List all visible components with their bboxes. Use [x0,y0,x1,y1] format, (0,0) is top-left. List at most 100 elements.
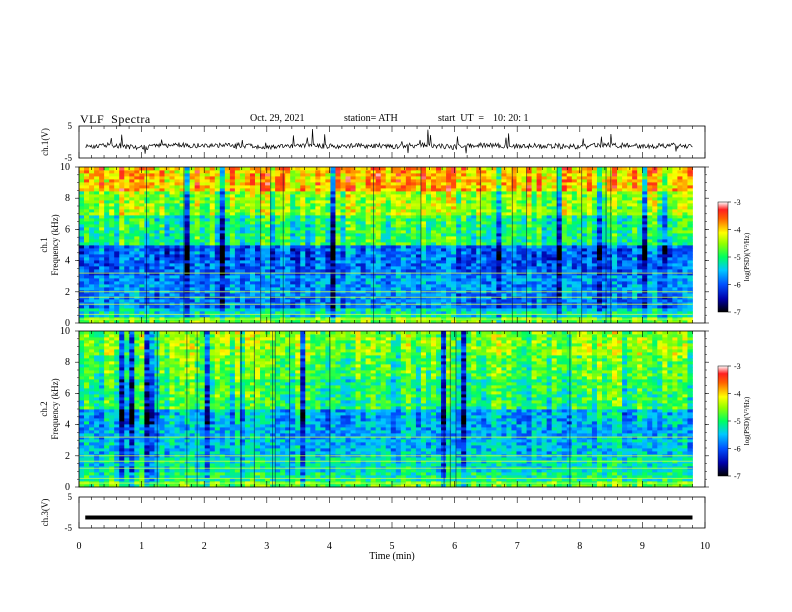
spectrogram-cell [511,218,517,222]
spectrogram-cell [531,278,537,282]
spectrogram-cell [461,308,467,312]
spectrogram-cell [79,272,85,276]
spectrogram-cell [179,215,185,219]
spectrogram-cell [541,272,548,276]
spectrogram-cell [104,209,110,213]
spectrogram-cell [375,278,382,282]
spectrogram-cell [526,275,532,279]
spectrogram-cell [325,281,331,285]
spectrogram-cell [94,269,100,273]
spectrogram-cell [124,248,130,252]
spectrogram-cell [581,299,588,303]
spectrogram-cell [99,251,105,255]
spectrogram-cell [214,311,221,315]
spectrogram-cell [375,251,382,255]
spectrogram-cell [526,230,532,234]
spectrogram-cell [677,257,683,261]
spectrogram-cell [441,215,447,219]
spectrogram-cell [89,287,95,291]
spectrogram-cell [149,308,155,312]
spectrogram-cell [84,272,90,276]
spectrogram-cell [511,302,517,306]
spectrogram-cell [541,251,548,255]
spectrogram-cell [244,281,251,285]
spectrogram-cell [425,218,432,222]
spectrogram-cell [355,227,361,231]
spectrogram-cell [596,293,603,297]
spectrogram-cell [184,272,191,276]
spectrogram-cell [642,203,648,207]
spectrogram-cell [345,275,351,279]
spectrogram-cell [551,266,558,270]
spectrogram-cell [581,203,588,207]
spectrogram-cell [491,203,497,207]
spectrogram-cell [410,281,417,285]
spectrogram-cell [385,245,392,249]
spectrogram-cell [255,251,261,255]
spectrogram-cell [536,248,543,252]
spectrogram-cell [275,314,281,318]
spectrogram-cell [209,200,216,204]
spectrogram-cell [169,269,175,273]
spectrogram-cell [149,233,155,237]
spectrogram-cell [265,254,271,258]
spectrogram-cell [209,272,216,276]
spectrogram-cell [119,284,125,288]
spectrogram-cell [576,299,583,303]
spectrogram-cell [350,293,356,297]
spectrogram-cell [657,233,663,237]
spectrogram-cell [139,257,145,261]
spectrogram-cell [471,305,477,309]
spectrogram-cell [144,278,150,282]
spectrogram-cell [601,236,608,240]
spectrogram-cell [612,248,618,252]
spectrogram-cell [451,212,457,216]
spectrogram-cell [104,269,110,273]
spectrogram-cell [114,263,120,267]
spectrogram-cell [194,263,201,267]
spectrogram-cell [360,218,367,222]
spectrogram-cell [255,248,261,252]
spectrogram-cell [410,218,417,222]
spectrogram-cell [249,218,256,222]
spectrogram-cell [360,305,367,309]
spectrogram-cell [275,233,281,237]
spectrogram-cell [536,266,543,270]
spectrogram-cell [566,254,573,258]
spectrogram-cell [581,245,588,249]
spectrogram-cell [159,221,165,225]
spectrogram-cell [345,269,351,273]
spectrogram-cell [506,269,512,273]
spectrogram-cell [405,221,412,225]
spectrogram-cell [209,206,216,210]
spectrogram-cell [446,257,452,261]
spectrogram-cell [601,212,608,216]
spectrogram-cell [335,260,341,264]
spectrogram-cell [305,314,311,318]
spectrogram-cell [632,203,638,207]
spectrogram-cell [652,242,658,246]
spectrogram-cell [355,248,361,252]
spectrogram-cell [365,320,372,324]
spectrogram-cell [285,203,291,207]
spectrogram-cell [325,257,331,261]
spectrogram-cell [154,218,160,222]
spectrogram-cell [581,287,588,291]
spectrogram-cell [546,266,553,270]
spectrogram-cell [375,287,382,291]
spectrogram-cell [446,224,452,228]
spectrogram-cell [612,284,618,288]
spectrogram-cell [556,242,563,246]
spectrogram-cell [405,275,412,279]
spectrogram-cell [224,305,231,309]
spectrogram-cell [295,275,301,279]
spectrogram-cell [154,227,160,231]
spectrogram-cell [400,266,407,270]
spectrogram-cell [400,305,407,309]
spectrogram-cell [224,254,231,258]
spectrogram-cell [249,260,256,264]
spectrogram-cell [501,278,507,282]
spectrogram-cell [431,311,437,315]
spectrogram-cell [79,248,85,252]
spectrogram-cell [451,233,457,237]
